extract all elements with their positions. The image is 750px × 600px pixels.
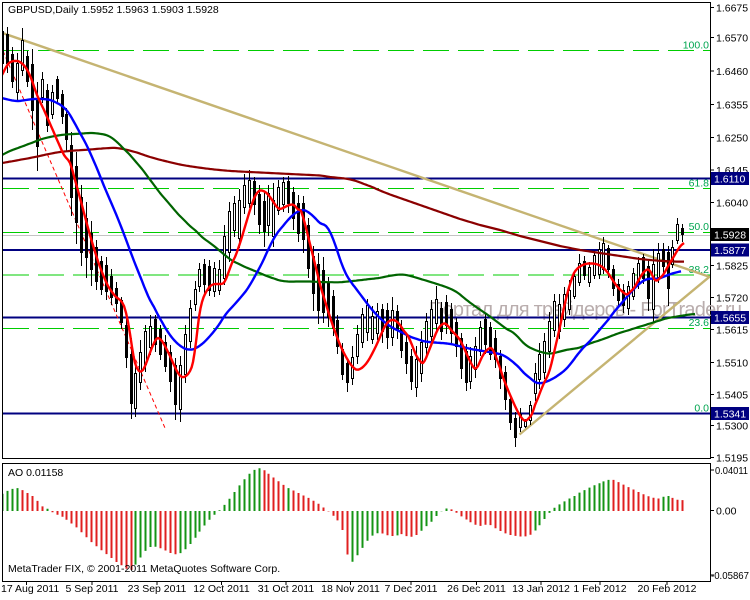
- svg-text:1.5405: 1.5405: [716, 390, 748, 402]
- svg-text:1.6040: 1.6040: [716, 198, 748, 210]
- svg-text:1.5720: 1.5720: [716, 293, 748, 305]
- svg-text:1.5510: 1.5510: [716, 358, 748, 370]
- svg-text:0.04011: 0.04011: [715, 465, 748, 477]
- svg-text:1.6355: 1.6355: [716, 100, 748, 112]
- svg-text:13 Jan 2012: 13 Jan 2012: [512, 583, 570, 595]
- svg-text:23 Sep 2011: 23 Sep 2011: [128, 583, 187, 595]
- svg-text:1.5615: 1.5615: [716, 325, 748, 337]
- svg-text:1 Feb 2012: 1 Feb 2012: [573, 583, 626, 595]
- svg-text:1.6675: 1.6675: [716, 3, 748, 15]
- svg-text:1.5928: 1.5928: [714, 230, 746, 242]
- svg-text:1.5300: 1.5300: [716, 421, 748, 433]
- svg-text:1.6570: 1.6570: [716, 33, 748, 45]
- svg-text:MetaTrader FIX, © 2001-2011 Me: MetaTrader FIX, © 2001-2011 MetaQuotes S…: [8, 563, 280, 575]
- svg-text:1.6460: 1.6460: [716, 66, 748, 78]
- svg-text:7 Dec 2011: 7 Dec 2011: [385, 583, 438, 595]
- svg-text:61.8: 61.8: [689, 178, 710, 190]
- svg-text:1.6250: 1.6250: [716, 133, 748, 145]
- svg-text:0.00: 0.00: [716, 506, 737, 518]
- svg-text:GBPUSD,Daily 1.5952 1.5963 1.: GBPUSD,Daily 1.5952 1.5963 1.5903 1.5928: [8, 4, 219, 16]
- svg-text:12 Oct 2011: 12 Oct 2011: [193, 583, 250, 595]
- svg-text:AO 0.01158: AO 0.01158: [8, 467, 63, 479]
- svg-text:26 Dec 2011: 26 Dec 2011: [447, 583, 506, 595]
- svg-text:100.0: 100.0: [683, 40, 709, 52]
- svg-text:38.2: 38.2: [689, 264, 710, 276]
- svg-text:1.5877: 1.5877: [714, 245, 746, 257]
- svg-text:31 Oct 2011: 31 Oct 2011: [258, 583, 315, 595]
- svg-text:20 Feb 2012: 20 Feb 2012: [638, 583, 697, 595]
- svg-text:1.5825: 1.5825: [716, 261, 748, 273]
- svg-text:23.6: 23.6: [689, 317, 710, 329]
- svg-text:1.6110: 1.6110: [714, 174, 745, 186]
- svg-text:50.0: 50.0: [689, 221, 710, 233]
- svg-text:18 Nov 2011: 18 Nov 2011: [321, 583, 380, 595]
- svg-text:17 Aug 2011: 17 Aug 2011: [1, 583, 59, 595]
- svg-text:1.5195: 1.5195: [716, 453, 748, 465]
- svg-text:1.5341: 1.5341: [714, 409, 746, 421]
- svg-text:-0.05867: -0.05867: [711, 570, 749, 582]
- svg-text:5 Sep 2011: 5 Sep 2011: [66, 583, 119, 595]
- svg-text:0.0: 0.0: [694, 403, 709, 415]
- svg-text:1.5655: 1.5655: [714, 313, 746, 325]
